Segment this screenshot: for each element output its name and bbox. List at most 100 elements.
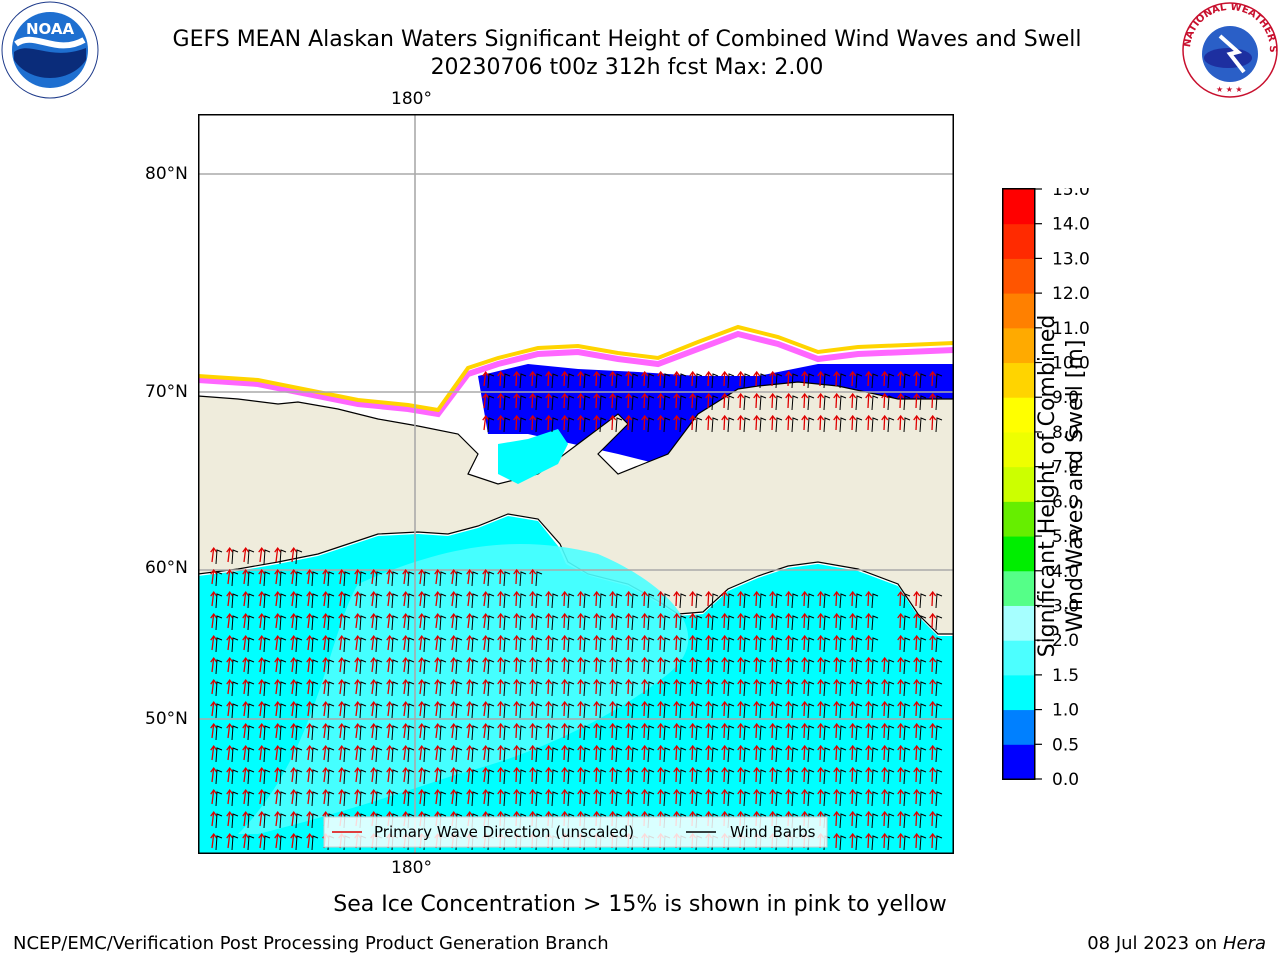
colorbar-block (1003, 640, 1034, 676)
wave-arrow (931, 811, 934, 827)
colorbar-tick-label: 10.0 (1052, 354, 1090, 374)
wind-barb (519, 417, 527, 433)
wave-arrowhead (737, 590, 745, 597)
wave-arrow (595, 745, 598, 761)
wind-barb (919, 637, 927, 653)
wave-arrowhead (929, 678, 937, 685)
wave-arrowhead (450, 591, 458, 597)
wind-barb (551, 637, 559, 653)
wind-barb (631, 417, 639, 433)
wave-arrowhead (721, 722, 729, 729)
wave-arrow (227, 812, 231, 827)
wind-barb (935, 637, 943, 653)
wave-arrow (435, 724, 439, 739)
wave-arrow (755, 745, 758, 761)
wave-arrow (563, 591, 566, 607)
wind-barb (599, 615, 607, 631)
wave-arrowhead (625, 656, 633, 663)
wave-arrow (307, 834, 311, 849)
wave-arrowhead (370, 635, 378, 641)
colorbar-tick-label: 2.0 (1052, 631, 1079, 651)
wave-arrowhead (210, 547, 218, 553)
wave-arrow (899, 833, 902, 849)
wave-arrow (659, 745, 662, 761)
wave-arrowhead (322, 613, 330, 619)
wind-barb (631, 681, 639, 697)
wave-arrow (851, 393, 854, 409)
wave-arrow (659, 701, 662, 717)
wave-arrowhead (354, 613, 362, 619)
wave-arrow (723, 767, 726, 783)
wind-barb (231, 747, 239, 763)
colorbar: 15.0 14.0 13.0 12.0 11.0 10.0 9.0 8.0 7.0 6.0 5.0 4… (1002, 180, 1102, 792)
wind-barb (759, 373, 767, 389)
wave-arrow (339, 724, 343, 739)
wave-arrow (307, 614, 311, 629)
wind-barb (231, 637, 239, 653)
wave-arrow (723, 657, 726, 673)
wind-barb (919, 681, 927, 697)
wave-arrowhead (737, 810, 745, 817)
wind-barb (247, 791, 255, 807)
wind-barb (855, 747, 863, 763)
wave-arrowhead (913, 414, 921, 421)
wave-arrow (211, 614, 215, 629)
wave-arrow (739, 613, 742, 629)
wind-barb (567, 615, 575, 631)
wave-arrow (755, 723, 758, 739)
wind-barb (231, 571, 239, 587)
wave-arrow (931, 393, 934, 409)
wave-arrow (435, 790, 439, 805)
wind-barb (855, 615, 863, 631)
wave-arrowhead (737, 766, 745, 773)
wind-barb (615, 615, 623, 631)
wind-barb (519, 703, 527, 719)
wave-arrow (867, 745, 870, 761)
wave-arrow (387, 614, 391, 629)
wave-arrowhead (290, 613, 298, 619)
wave-arrow (499, 745, 502, 761)
wind-barb (247, 747, 255, 763)
wave-arrow (915, 415, 918, 431)
wave-arrow (819, 393, 822, 409)
wave-arrowhead (753, 414, 761, 421)
wave-arrowhead (929, 832, 937, 839)
wave-arrow (899, 767, 902, 783)
wind-barb (327, 615, 335, 631)
wind-barb (439, 725, 447, 741)
wave-arrow (883, 679, 886, 695)
wave-arrow (707, 371, 710, 387)
wind-barb (823, 681, 831, 697)
wave-arrowhead (609, 612, 617, 619)
wind-barb (919, 395, 927, 411)
wave-arrowhead (641, 656, 649, 663)
wave-arrow (291, 636, 295, 651)
wind-barb (599, 395, 607, 411)
wave-arrowhead (513, 634, 521, 641)
wind-barb (583, 395, 591, 411)
wind-barb (727, 659, 735, 675)
wind-barb (391, 791, 399, 807)
wave-arrowhead (338, 569, 346, 575)
wave-arrowhead (833, 678, 841, 685)
wave-arrow (211, 790, 215, 805)
wind-barb (567, 791, 575, 807)
wind-barb (343, 769, 351, 785)
wave-arrowhead (785, 766, 793, 773)
wave-arrowhead (689, 788, 697, 795)
wave-arrow (867, 767, 870, 783)
wave-arrow (339, 680, 343, 695)
wave-arrowhead (913, 722, 921, 729)
wave-arrow (499, 393, 502, 409)
wave-arrowhead (434, 657, 442, 663)
wind-barb (279, 593, 287, 609)
wave-arrow (643, 635, 646, 651)
wave-arrow (899, 371, 902, 387)
wave-arrow (275, 570, 279, 585)
wind-barb (711, 373, 719, 389)
wave-arrowhead (434, 701, 442, 707)
wave-arrow (691, 679, 694, 695)
wave-arrow (643, 679, 646, 695)
colorbar-title: Significant Height of Combined Wind Wave… (1034, 315, 1090, 658)
wave-arrow (243, 746, 247, 761)
